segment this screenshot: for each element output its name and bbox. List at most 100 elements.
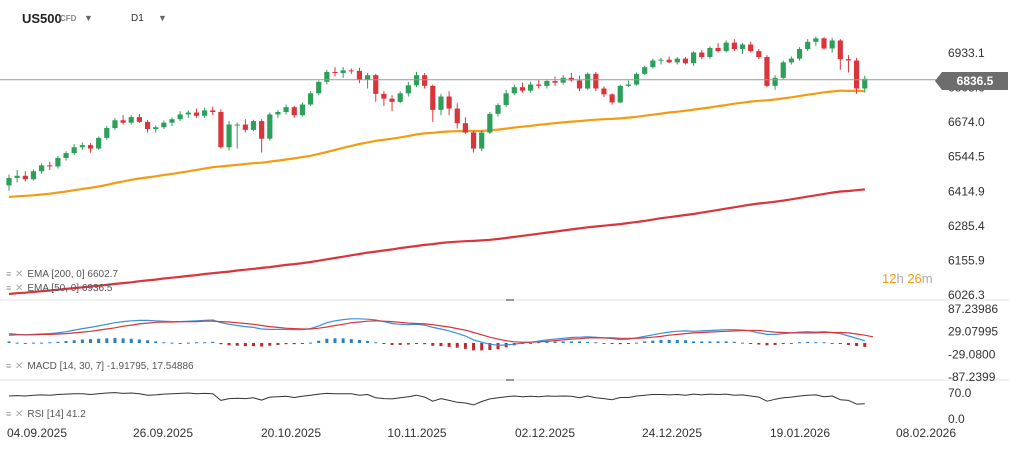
close-icon[interactable]: ✕ — [15, 409, 24, 420]
candle-down — [373, 75, 379, 94]
candle-up — [585, 73, 591, 89]
countdown-hours: 12 — [882, 271, 897, 286]
macd-histogram-bar — [40, 342, 44, 344]
candle-up — [275, 112, 281, 115]
macd-histogram-bar — [741, 342, 744, 344]
close-icon[interactable]: ✕ — [15, 361, 24, 372]
macd-histogram-bar — [170, 342, 174, 344]
macd-y-tick-label: 87.23986 — [948, 302, 998, 316]
macd-line — [8, 318, 865, 346]
menu-icon[interactable]: ≡ — [6, 269, 12, 279]
candle-up — [633, 73, 640, 85]
macd-histogram-bar — [23, 343, 27, 344]
macd-histogram-bar — [80, 339, 84, 343]
candle-up — [625, 84, 631, 86]
candle-down — [136, 117, 142, 122]
candle-down — [756, 51, 762, 58]
menu-icon[interactable]: ≡ — [6, 283, 12, 293]
candle-down — [422, 75, 428, 86]
macd-histogram-bar — [97, 338, 101, 343]
macd-histogram-bar — [855, 343, 859, 347]
macd-histogram-bar — [724, 341, 728, 343]
macd-histogram-bar — [252, 343, 255, 347]
macd-histogram-bar — [406, 343, 410, 345]
candle-down — [87, 145, 94, 149]
macd-histogram-bar — [488, 343, 492, 351]
macd-histogram-bar — [186, 342, 190, 344]
candle-up — [495, 105, 501, 114]
countdown-minutes-unit: m — [921, 271, 933, 286]
candle-up — [63, 153, 69, 158]
macd-histogram-bar — [765, 343, 769, 346]
macd-histogram-bar — [757, 343, 761, 345]
candle-up — [658, 59, 664, 61]
macd-histogram-bar — [431, 343, 435, 346]
macd-histogram-bar — [211, 341, 215, 343]
candle-down — [568, 77, 574, 81]
candle-up — [71, 147, 77, 154]
macd-histogram-bar — [480, 343, 484, 351]
macd-histogram-bar — [178, 343, 182, 344]
menu-icon[interactable]: ≡ — [6, 409, 12, 419]
candle-up — [112, 120, 118, 129]
candle-up — [674, 58, 680, 63]
candle-down — [845, 59, 852, 61]
macd-histogram-bar — [789, 343, 793, 344]
macd-histogram-bar — [455, 343, 459, 348]
candle-down — [242, 124, 248, 130]
timeframe-selector[interactable]: D1 — [131, 13, 144, 24]
candle-up — [169, 119, 175, 123]
candle-down — [854, 60, 860, 89]
x-tick-label: 24.12.2025 — [642, 426, 702, 440]
x-tick-label: 20.10.2025 — [261, 426, 321, 440]
y-tick-label: 6026.3 — [948, 288, 985, 302]
macd-histogram-bar — [105, 338, 109, 343]
candle-countdown: 12h 26m — [882, 271, 933, 286]
y-tick-label: 6933.1 — [948, 46, 985, 60]
macd-histogram-bar — [268, 343, 272, 346]
x-tick-label: 08.02.2026 — [896, 426, 956, 440]
close-icon[interactable]: ✕ — [15, 269, 24, 280]
candle-down — [389, 98, 395, 102]
countdown-minutes: 26 — [907, 271, 922, 286]
y-tick-label: 6285.4 — [948, 219, 985, 233]
macd-histogram-bar — [561, 341, 565, 343]
macd-histogram-bar — [659, 339, 663, 343]
candle-down — [210, 110, 216, 113]
candle-up — [813, 38, 819, 42]
candle-down — [332, 71, 338, 74]
candle-down — [666, 59, 672, 63]
candle-up — [862, 78, 868, 89]
macd-histogram-bar — [838, 343, 842, 344]
candle-up — [267, 114, 273, 139]
ema200-line — [8, 188, 865, 296]
macd-histogram-bar — [626, 343, 630, 344]
candle-down — [821, 38, 827, 49]
candle-up — [6, 177, 12, 186]
caret-down-icon[interactable]: ▼ — [158, 13, 167, 23]
close-icon[interactable]: ✕ — [15, 283, 24, 294]
macd-histogram-bar — [830, 343, 834, 344]
macd-histogram-bar — [732, 341, 736, 343]
menu-icon[interactable]: ≡ — [6, 361, 12, 371]
candle-down — [609, 94, 615, 103]
macd-histogram-bar — [284, 343, 288, 345]
symbol-label[interactable]: US500 — [22, 11, 62, 26]
x-tick-label: 10.11.2025 — [387, 426, 446, 440]
macd-histogram-bar — [341, 338, 345, 343]
macd-histogram-bar — [219, 343, 223, 345]
macd-histogram-bar — [806, 341, 810, 343]
macd-histogram-bar — [366, 341, 370, 343]
candle-up — [14, 175, 20, 178]
x-tick-label: 19.01.2026 — [770, 426, 830, 440]
y-tick-label: 6155.9 — [948, 253, 985, 267]
caret-down-icon[interactable]: ▼ — [84, 13, 93, 23]
macd-histogram-bar — [708, 341, 712, 343]
macd-histogram-bar — [586, 341, 590, 343]
candle-up — [511, 87, 517, 94]
macd-histogram-bar — [822, 342, 826, 344]
macd-y-tick-label: -29.0800 — [948, 347, 996, 361]
macd-histogram-bar — [129, 338, 133, 343]
candle-up — [185, 112, 191, 115]
